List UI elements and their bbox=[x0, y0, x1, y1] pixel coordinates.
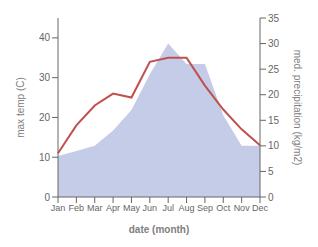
svg-text:Feb: Feb bbox=[69, 203, 85, 213]
svg-text:25: 25 bbox=[268, 64, 280, 75]
svg-text:Sep: Sep bbox=[197, 203, 213, 213]
svg-text:May: May bbox=[123, 203, 141, 213]
svg-text:30: 30 bbox=[268, 38, 280, 49]
svg-text:30: 30 bbox=[39, 72, 51, 83]
svg-text:Mar: Mar bbox=[87, 203, 103, 213]
svg-text:Apr: Apr bbox=[106, 203, 120, 213]
svg-text:Jul: Jul bbox=[162, 203, 174, 213]
svg-text:10: 10 bbox=[39, 152, 51, 163]
svg-text:Jan: Jan bbox=[51, 203, 66, 213]
svg-text:40: 40 bbox=[39, 32, 51, 43]
svg-text:20: 20 bbox=[268, 89, 280, 100]
svg-text:Jun: Jun bbox=[143, 203, 158, 213]
svg-text:5: 5 bbox=[268, 166, 274, 177]
svg-text:0: 0 bbox=[268, 192, 274, 203]
svg-text:Nov: Nov bbox=[234, 203, 251, 213]
svg-text:date (month): date (month) bbox=[129, 224, 190, 235]
svg-text:20: 20 bbox=[39, 112, 51, 123]
svg-text:Oct: Oct bbox=[216, 203, 231, 213]
svg-text:0: 0 bbox=[44, 192, 50, 203]
svg-text:15: 15 bbox=[268, 115, 280, 126]
svg-text:Dec: Dec bbox=[252, 203, 269, 213]
svg-text:10: 10 bbox=[268, 140, 280, 151]
svg-text:35: 35 bbox=[268, 13, 280, 24]
svg-text:med. precipitation (kg/m2): med. precipitation (kg/m2) bbox=[292, 50, 303, 166]
svg-text:max temp (C): max temp (C) bbox=[15, 77, 26, 138]
svg-text:Aug: Aug bbox=[179, 203, 195, 213]
